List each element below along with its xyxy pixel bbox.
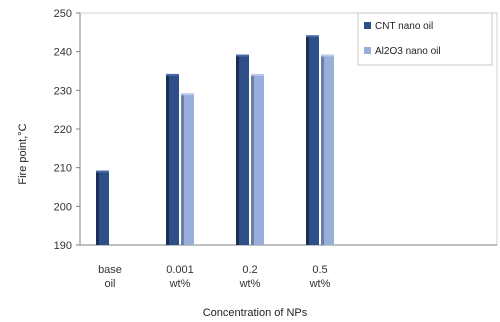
y-tick-label: 210 — [54, 163, 72, 175]
bar-side — [306, 36, 309, 246]
y-tick-label: 200 — [54, 201, 72, 213]
bar-top — [181, 93, 194, 96]
legend-swatch-al2o3 — [364, 47, 371, 54]
x-tick-label: base oil — [98, 264, 122, 290]
bar-top — [166, 73, 179, 76]
y-tick-label: 190 — [54, 240, 72, 252]
legend-box — [357, 12, 493, 66]
y-axis-ticks: 190 200 210 220 230 240 250 — [54, 8, 80, 252]
x-axis-title: Concentration of NPs — [203, 307, 308, 319]
bar-face — [99, 171, 109, 245]
bar-top — [321, 54, 334, 57]
bar-cnt-0 — [96, 170, 109, 245]
bar-face — [169, 74, 179, 245]
bar-top — [236, 54, 249, 57]
bar-top — [96, 170, 109, 173]
bar-face — [239, 55, 249, 246]
bar-al2o3-1 — [181, 93, 194, 245]
bar-side — [166, 74, 169, 245]
legend-swatch-cnt — [364, 22, 371, 29]
bar-cnt-1 — [166, 73, 179, 245]
bar-cnt-2 — [236, 54, 249, 246]
bar-side — [181, 94, 184, 245]
x-tick-label: 0.001 wt% — [166, 264, 194, 290]
legend-label-al2o3: Al2O3 nano oil — [375, 46, 441, 57]
x-axis-ticks: base oil 0.001 wt% 0.2 wt% 0.5 wt% — [98, 264, 331, 290]
bar-face — [324, 55, 334, 246]
bar-side — [236, 55, 239, 246]
y-tick-label: 220 — [54, 124, 72, 136]
y-tick-label: 230 — [54, 85, 72, 97]
bar-side — [96, 171, 99, 245]
bar-top — [251, 73, 264, 76]
bar-side — [321, 55, 324, 246]
bar-al2o3-3 — [321, 54, 334, 246]
y-axis-title: Fire point,°C — [17, 123, 29, 184]
x-tick-label: 0.2 wt% — [239, 264, 261, 290]
legend-label-cnt: CNT nano oil — [375, 21, 433, 32]
bar-face — [309, 36, 319, 246]
x-tick-label: 0.5 wt% — [309, 264, 331, 290]
bar-al2o3-2 — [251, 73, 264, 245]
bar-top — [306, 35, 319, 38]
y-tick-label: 250 — [54, 8, 72, 20]
bar-face — [184, 94, 194, 245]
bars — [96, 35, 334, 246]
bar-side — [251, 74, 254, 245]
bar-cnt-3 — [306, 35, 319, 246]
bar-face — [254, 74, 264, 245]
y-tick-label: 240 — [54, 47, 72, 59]
legend: CNT nano oil Al2O3 nano oil — [357, 12, 493, 66]
